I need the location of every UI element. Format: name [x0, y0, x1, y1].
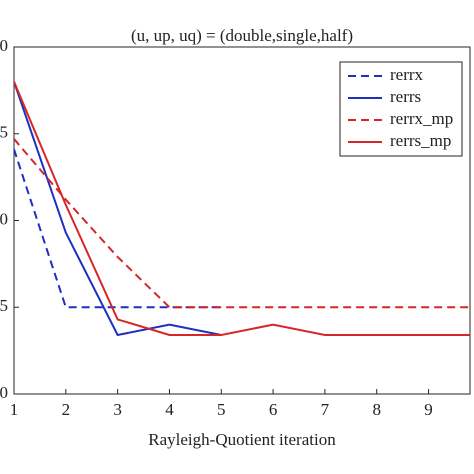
- plot-area: [14, 81, 470, 337]
- x-tick-label: 9: [424, 400, 433, 419]
- x-tick-label: 8: [372, 400, 381, 419]
- legend-label: rerrs_mp: [390, 131, 451, 150]
- chart-title: (u, up, uq) = (double,single,half): [131, 26, 353, 45]
- x-tick-label: 2: [62, 400, 71, 419]
- x-axis-label: Rayleigh-Quotient iteration: [148, 430, 336, 449]
- x-tick-label: 6: [269, 400, 278, 419]
- y-tick-label: 0: [0, 209, 8, 228]
- y-tick-label: 5: [0, 123, 8, 142]
- series-line: [14, 81, 470, 337]
- x-tick-label: 4: [165, 400, 174, 419]
- x-tick-label: 1: [10, 400, 19, 419]
- x-tick-label: 5: [217, 400, 226, 419]
- y-tick-label: 0: [0, 383, 8, 402]
- series-line: [14, 81, 222, 337]
- x-tick-label: 7: [321, 400, 330, 419]
- y-tick-label: 0: [0, 36, 8, 55]
- x-tick-label: 3: [113, 400, 122, 419]
- y-tick-label: 5: [0, 296, 8, 315]
- legend-label: rerrx: [390, 65, 424, 84]
- legend-label: rerrs: [390, 87, 421, 106]
- series-line: [14, 149, 222, 309]
- legend-box: [339, 61, 463, 157]
- legend-label: rerrx_mp: [390, 109, 453, 128]
- series-line: [14, 138, 470, 309]
